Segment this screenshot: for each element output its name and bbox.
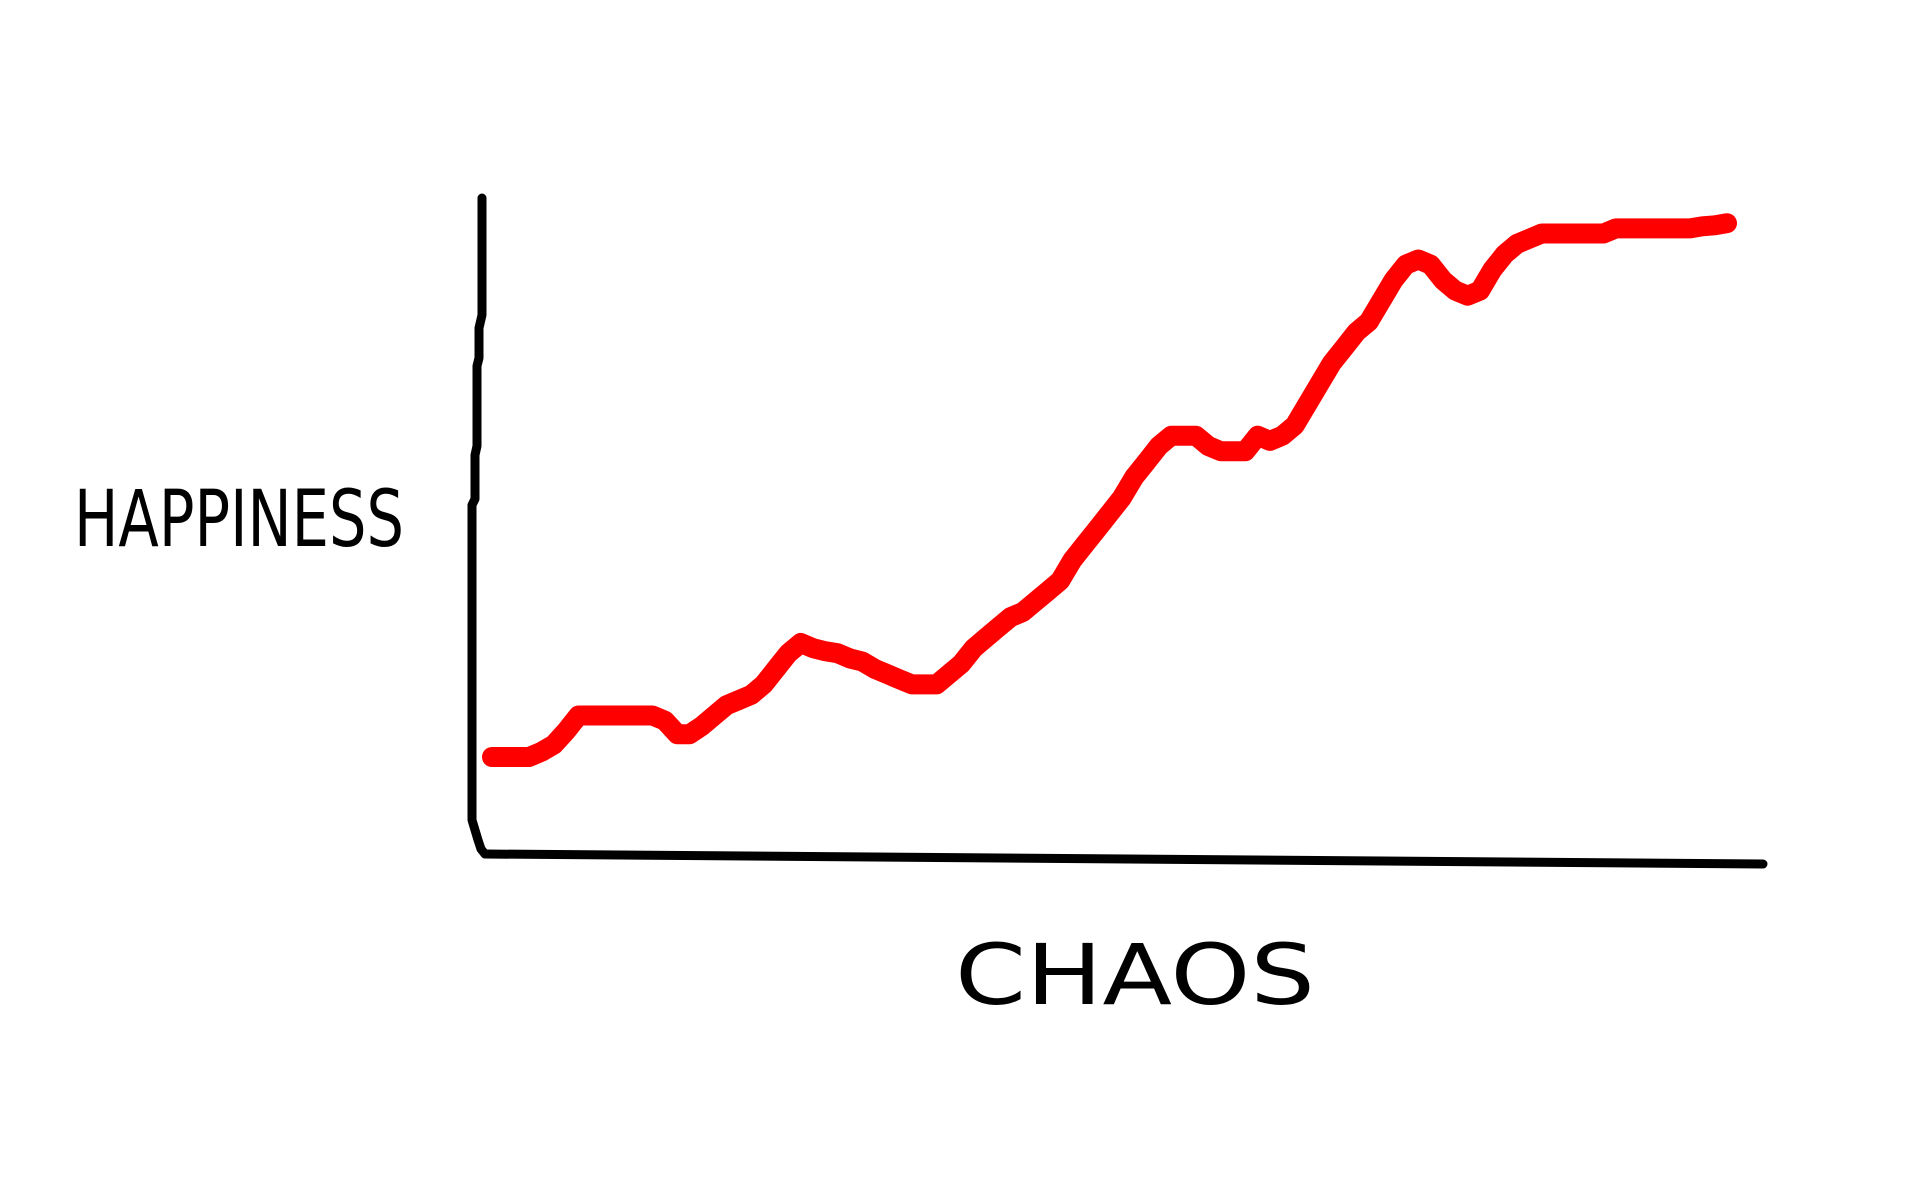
chart-axes	[467, 193, 1768, 869]
x-axis-label: CHAOS	[955, 926, 1315, 1024]
y-axis-label: HAPPINESS	[74, 475, 404, 565]
y-axis-line	[467, 193, 490, 859]
series-layer	[482, 213, 1737, 767]
series-line-0	[482, 213, 1737, 767]
x-axis-line	[480, 849, 1768, 869]
